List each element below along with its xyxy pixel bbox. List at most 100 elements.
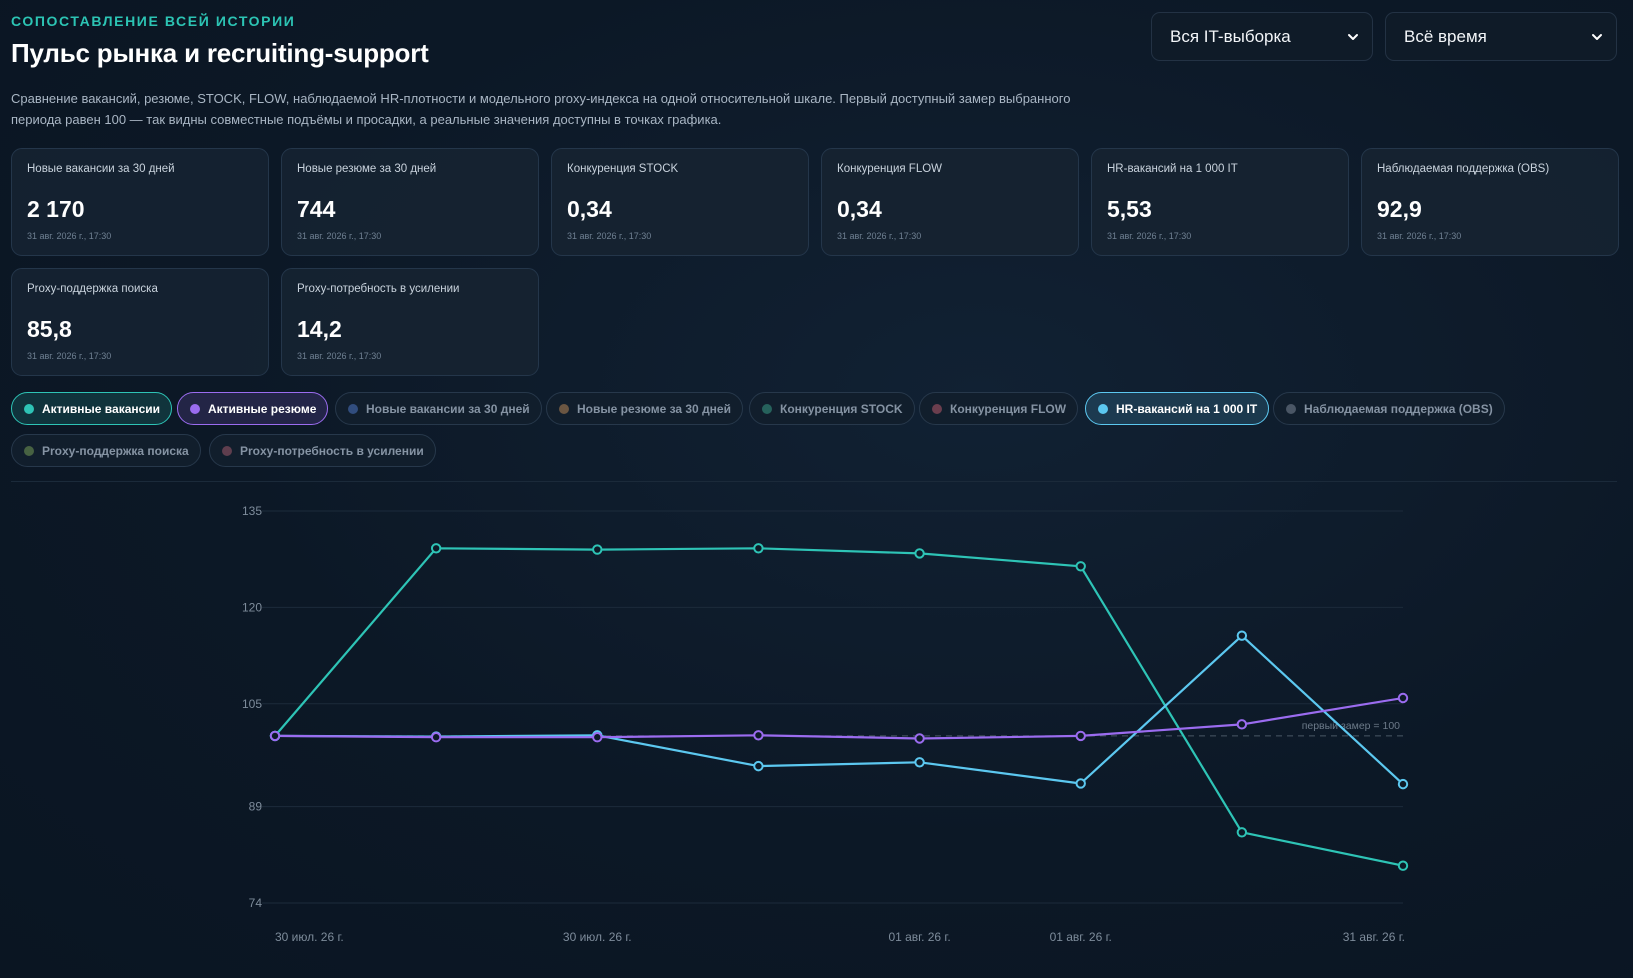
baseline-label: первый замер = 100 [1302, 720, 1400, 732]
x-tick-label: 30 июл. 26 г. [563, 930, 632, 944]
series-toggle-chip[interactable]: HR-вакансий на 1 000 IT [1085, 392, 1270, 425]
series-point [1075, 730, 1086, 742]
metric-value: 2 170 [27, 196, 85, 222]
metric-card: Новые резюме за 30 дней 744 31 авг. 2026 г… [281, 148, 539, 256]
series-toggle-label: Наблюдаемая поддержка (OBS) [1304, 401, 1493, 416]
metric-timestamp: 31 авг. 2026 г., 17:30 [297, 231, 382, 241]
series-point [269, 730, 281, 742]
series-line [274, 547, 1404, 867]
metric-value: 5,53 [1107, 196, 1152, 222]
metric-label: Конкуренция FLOW [837, 163, 943, 175]
metric-card: Proxy-поддержка поиска 85,8 31 авг. 2026 г… [11, 268, 269, 376]
series-toggle-chip[interactable]: Новые вакансии за 30 дней [335, 392, 542, 425]
metric-timestamp: 31 авг. 2026 г., 17:30 [1107, 231, 1192, 241]
series-point [753, 730, 764, 741]
metric-card: Конкуренция STOCK 0,34 31 авг. 2026 г., 17… [551, 148, 809, 256]
series-toggle-label: HR-вакансий на 1 000 IT [1116, 401, 1258, 416]
metric-card: Наблюдаемая поддержка (OBS) 92,9 31 авг. 2… [1361, 148, 1619, 256]
series-toggle-label: Новые вакансии за 30 дней [366, 401, 530, 416]
metric-value: 0,34 [837, 196, 882, 222]
series-point [1236, 827, 1248, 838]
series-point [1397, 778, 1409, 790]
series-color-dot [348, 403, 358, 414]
period-select-value: Всё время [1404, 26, 1487, 46]
metric-value: 85,8 [27, 316, 72, 342]
series-toggle-chip[interactable]: Активные вакансии [11, 392, 173, 425]
metric-timestamp: 31 авг. 2026 г., 17:30 [567, 231, 652, 241]
series-point [592, 732, 603, 743]
series-toggle-chip[interactable]: Конкуренция FLOW [919, 392, 1079, 425]
series-point [1397, 860, 1409, 871]
metric-label: HR-вакансий на 1 000 IT [1107, 163, 1238, 175]
series-toggle-chip[interactable]: Конкуренция STOCK [749, 392, 915, 425]
series-point [430, 543, 442, 554]
series-point [914, 733, 925, 744]
series-point [1397, 692, 1409, 704]
series-toggle-chip[interactable]: Proxy-поддержка поиска [11, 434, 201, 467]
series-toggle-chip[interactable]: Активные резюме [177, 392, 329, 425]
period-select[interactable]: Всё время [1385, 12, 1617, 61]
series-toggle-label: Новые резюме за 30 дней [577, 401, 731, 416]
series-point [914, 548, 925, 559]
series-toggle-label: Конкуренция STOCK [780, 401, 903, 416]
section-eyebrow: СОПОСТАВЛЕНИЕ ВСЕЙ ИСТОРИИ [11, 13, 296, 29]
x-tick-label: 01 авг. 26 г. [888, 930, 950, 944]
series-toggle-label: Proxy-потребность в усилении [240, 443, 424, 458]
metric-timestamp: 31 авг. 2026 г., 17:30 [1377, 231, 1462, 241]
y-tick-label: 74 [249, 896, 263, 910]
series-point [914, 757, 925, 768]
metric-label: Proxy-потребность в усилении [297, 283, 460, 295]
metric-card: Конкуренция FLOW 0,34 31 авг. 2026 г., 17:… [821, 148, 1079, 256]
metric-label: Конкуренция STOCK [567, 163, 679, 175]
series-toggle-chip[interactable]: Proxy-потребность в усилении [209, 434, 436, 467]
metric-timestamp: 31 авг. 2026 г., 17:30 [27, 231, 112, 241]
metric-card: Новые вакансии за 30 дней 2 170 31 авг. 20… [11, 148, 269, 256]
series-color-dot [190, 403, 200, 414]
chevron-down-icon [1592, 34, 1602, 40]
x-tick-label: 31 авг. 26 г. [1343, 930, 1405, 944]
series-toggle-label: Proxy-поддержка поиска [42, 443, 189, 458]
sample-select[interactable]: Вся IT-выборка [1151, 12, 1373, 61]
series-toggle-chip[interactable]: Наблюдаемая поддержка (OBS) [1273, 392, 1505, 425]
series-point [1075, 778, 1086, 789]
series-point [430, 732, 442, 743]
series-color-dot [222, 445, 232, 456]
y-tick-label: 120 [242, 600, 262, 614]
series-toggle-chip[interactable]: Новые резюме за 30 дней [546, 392, 743, 425]
metric-timestamp: 31 авг. 2026 г., 17:30 [837, 231, 922, 241]
page-description: Сравнение вакансий, резюме, STOCK, FLOW,… [11, 91, 1071, 127]
metric-label: Новые вакансии за 30 дней [27, 163, 175, 175]
metric-label: Proxy-поддержка поиска [27, 283, 158, 295]
series-toggle-label: Активные резюме [208, 401, 317, 416]
sample-select-value: Вся IT-выборка [1170, 26, 1291, 46]
series-point [1075, 561, 1086, 572]
metric-value: 744 [297, 196, 336, 222]
series-point [753, 760, 764, 772]
metric-label: Наблюдаемая поддержка (OBS) [1377, 163, 1550, 175]
series-color-dot [24, 445, 34, 456]
series-point [753, 543, 764, 554]
metric-value: 92,9 [1377, 196, 1422, 222]
series-toggle-label: Активные вакансии [42, 401, 161, 416]
metric-timestamp: 31 авг. 2026 г., 17:30 [297, 351, 382, 361]
series-line [274, 696, 1404, 740]
series-color-dot [762, 403, 772, 414]
metric-card: HR-вакансий на 1 000 IT 5,53 31 авг. 2026 … [1091, 148, 1349, 256]
series-color-dot [24, 403, 34, 414]
metric-value: 14,2 [297, 316, 342, 342]
y-tick-label: 89 [249, 800, 263, 814]
series-point [1236, 719, 1248, 730]
y-tick-label: 135 [242, 504, 262, 518]
y-tick-label: 105 [242, 697, 262, 711]
series-point [592, 544, 603, 555]
series-toggle-label: Конкуренция FLOW [950, 401, 1067, 416]
series-point [1236, 630, 1248, 641]
x-tick-label: 30 июл. 26 г. [275, 930, 344, 944]
series-color-dot [1098, 403, 1108, 414]
series-color-dot [932, 403, 942, 414]
page-title: Пульс рынка и recruiting-support [11, 38, 429, 68]
chevron-down-icon [1348, 34, 1358, 40]
series-line [274, 634, 1404, 785]
metric-timestamp: 31 авг. 2026 г., 17:30 [27, 351, 112, 361]
series-color-dot [1286, 403, 1296, 414]
